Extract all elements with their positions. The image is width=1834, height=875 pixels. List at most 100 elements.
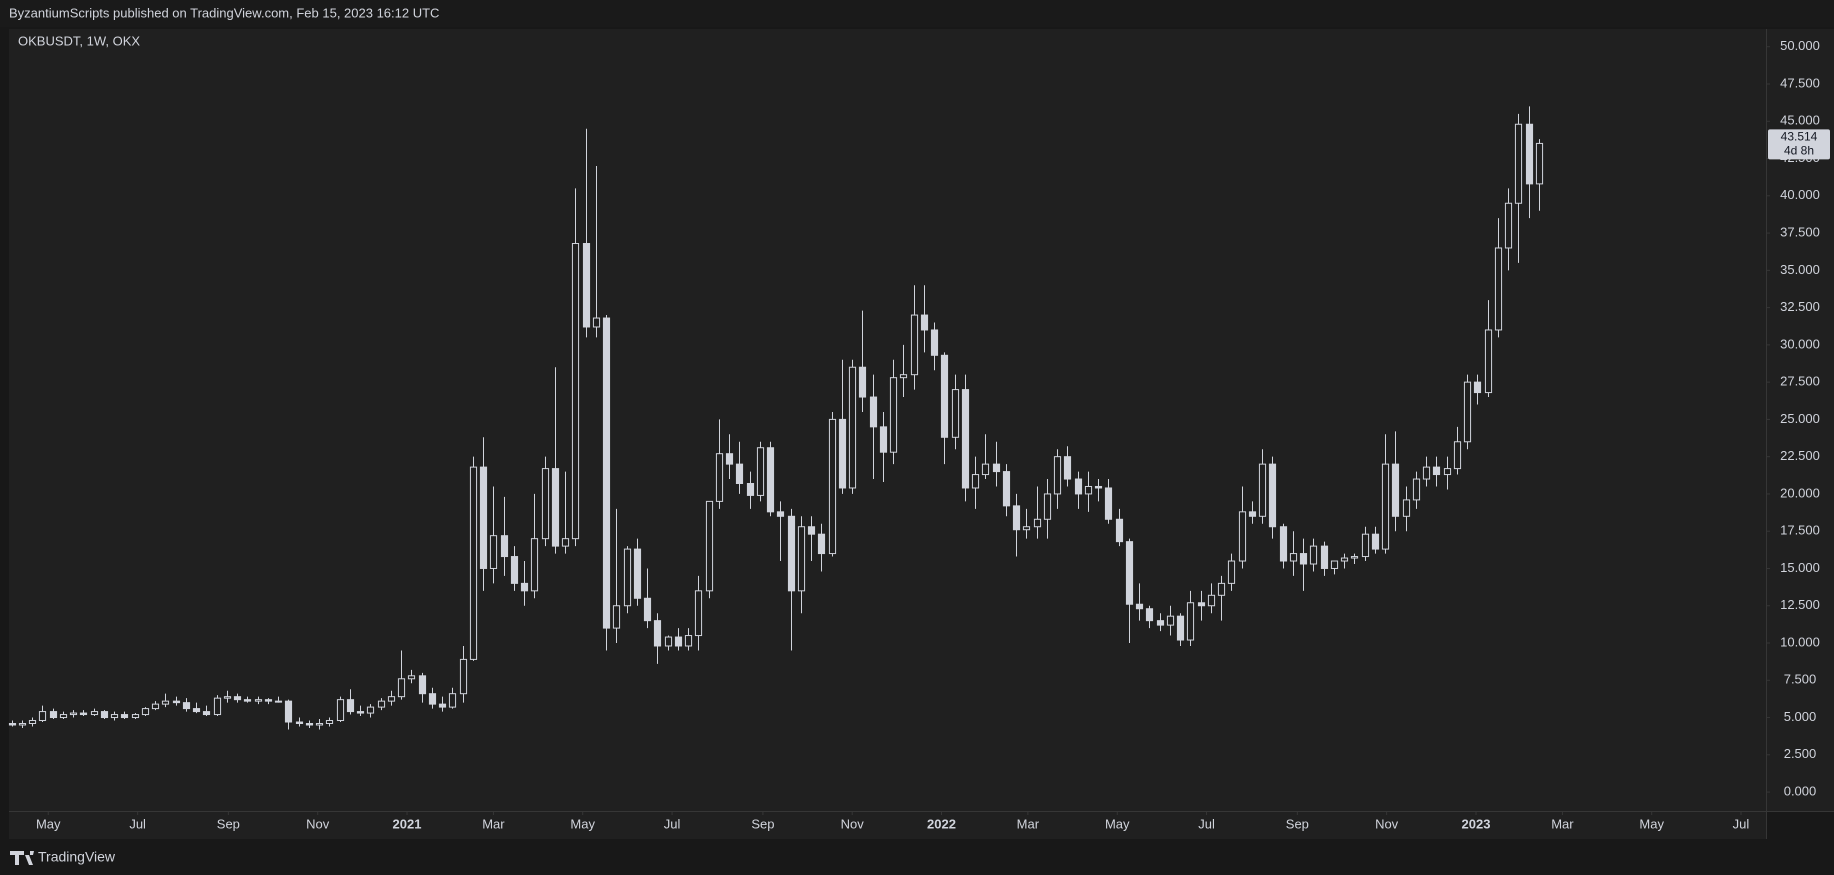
candle-body — [848, 366, 857, 489]
candle-body — [479, 466, 488, 569]
candle-body — [940, 354, 949, 438]
y-tick-label: 32.500 — [1780, 299, 1820, 314]
candle-body — [1299, 553, 1308, 565]
candle-body — [1084, 485, 1093, 495]
candle-body — [582, 243, 591, 328]
candle-body — [59, 714, 68, 719]
candle-body — [1350, 556, 1359, 559]
candle-body — [336, 699, 345, 722]
candle-body — [674, 636, 683, 647]
candle-body — [28, 720, 37, 724]
candle-body — [305, 722, 314, 726]
candle-body — [664, 636, 673, 647]
candle-body — [254, 699, 263, 702]
candle-body — [346, 699, 355, 713]
candle-body — [1514, 123, 1523, 204]
candle-body — [592, 317, 601, 328]
candle-body — [623, 548, 632, 607]
candles — [8, 106, 1544, 730]
candle-body — [602, 317, 611, 629]
x-tick-label: Mar — [1551, 816, 1574, 831]
x-tick-label: Jul — [129, 816, 146, 831]
candle-body — [1166, 615, 1175, 626]
candle-body — [407, 675, 416, 680]
candle-body — [684, 635, 693, 647]
countdown-label: 4d 8h — [1784, 144, 1814, 158]
candle-body — [1176, 615, 1185, 641]
y-tick-label: 10.000 — [1780, 634, 1820, 649]
candle-body — [1279, 526, 1288, 562]
candle-body — [510, 556, 519, 584]
candle-body — [151, 703, 160, 710]
x-tick-label: Jul — [1733, 816, 1750, 831]
candle-body — [807, 526, 816, 535]
candle-body — [141, 708, 150, 716]
y-tick-label: 22.500 — [1780, 448, 1820, 463]
candle-body — [356, 711, 365, 714]
candle-body — [951, 389, 960, 438]
candle-body — [182, 702, 191, 710]
candle-body — [889, 377, 898, 453]
candle-body — [161, 700, 170, 705]
x-tick-label: Mar — [482, 816, 505, 831]
candle-body — [1535, 142, 1544, 185]
y-tick-label: 47.500 — [1780, 75, 1820, 90]
candle-body — [1115, 518, 1124, 543]
candle-body — [1227, 560, 1236, 584]
candle-body — [1135, 603, 1144, 610]
candle-body — [735, 463, 744, 485]
y-tick-label: 27.500 — [1780, 374, 1820, 389]
last-price-box — [1768, 129, 1830, 160]
y-tick-label: 40.000 — [1780, 187, 1820, 202]
y-tick-label: 37.500 — [1780, 225, 1820, 240]
candle-body — [448, 693, 457, 708]
candle-body — [500, 535, 509, 558]
brand-logo — [10, 851, 34, 865]
candle-body — [192, 708, 201, 713]
x-tick-label: May — [36, 816, 61, 831]
candle-body — [1156, 620, 1165, 626]
candle-body — [49, 711, 58, 719]
candle-body — [90, 711, 99, 716]
candle-body — [1494, 247, 1503, 331]
candle-body — [1002, 471, 1011, 507]
candle-body — [295, 721, 304, 724]
candle-body — [274, 700, 283, 703]
candle-body — [1238, 511, 1247, 562]
y-tick-label: 5.000 — [1784, 709, 1817, 724]
candle-body — [653, 620, 662, 647]
candle-body — [1504, 202, 1513, 249]
x-tick-label: Nov — [841, 816, 865, 831]
y-tick-label: 0.000 — [1784, 784, 1817, 799]
candle-body — [910, 314, 919, 376]
candle-body — [1094, 485, 1103, 489]
candle-body — [120, 714, 129, 719]
candle-body — [79, 712, 88, 716]
candle-body — [1186, 602, 1195, 641]
candle-body — [1125, 541, 1134, 605]
candle-body — [459, 658, 468, 695]
candle-body — [1053, 456, 1062, 495]
candle-body — [1248, 511, 1257, 517]
x-tick-label: May — [1105, 816, 1130, 831]
candle-body — [1309, 545, 1318, 565]
candle-body — [1453, 441, 1462, 470]
candle-body — [418, 675, 427, 695]
candle-body — [110, 714, 119, 719]
candle-body — [1432, 466, 1441, 476]
candle-body — [1074, 478, 1083, 495]
x-tick-label: Sep — [1286, 816, 1309, 831]
last-price-label: 43.514 — [1781, 130, 1818, 144]
candle-body — [264, 699, 273, 702]
candle-body — [725, 453, 734, 465]
candle-body — [18, 722, 27, 726]
y-tick-label: 25.000 — [1780, 411, 1820, 426]
candle-body — [920, 314, 929, 331]
candle-body — [213, 697, 222, 716]
x-tick-label: Nov — [1375, 816, 1399, 831]
candle-body — [530, 538, 539, 592]
x-tick-label: 2023 — [1462, 816, 1491, 831]
candle-body — [100, 711, 109, 719]
candle-body — [172, 700, 181, 704]
